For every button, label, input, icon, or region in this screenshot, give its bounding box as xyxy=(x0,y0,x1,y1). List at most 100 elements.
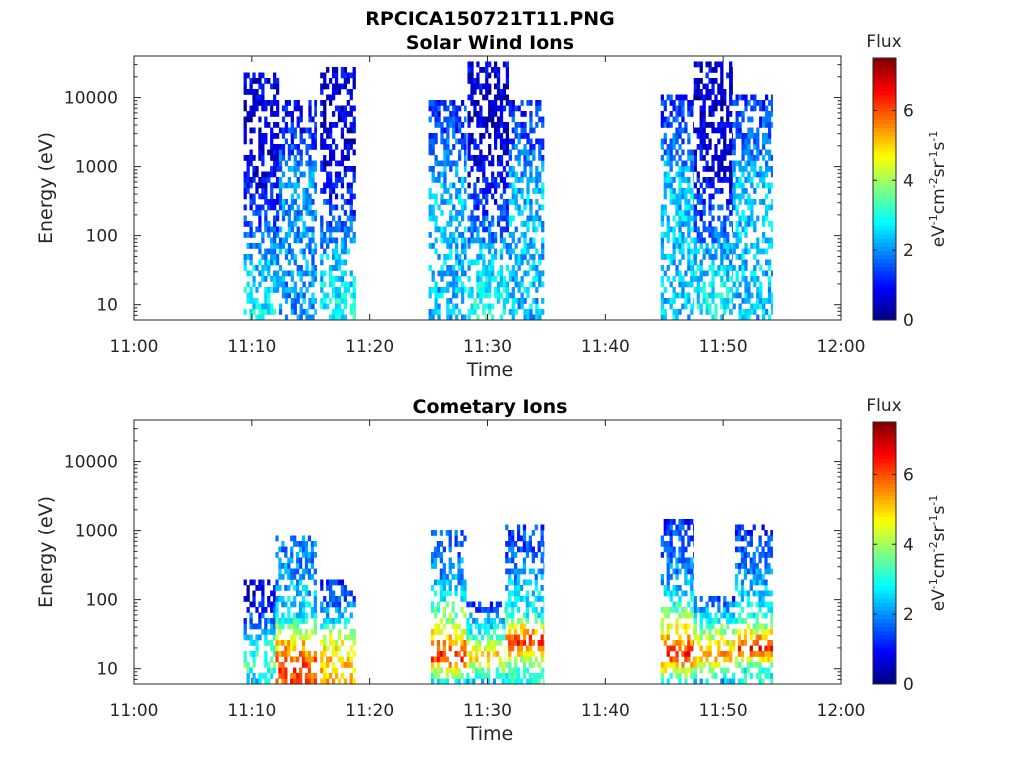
heatmap-cell xyxy=(267,667,271,674)
heatmap-cell xyxy=(684,221,688,227)
heatmap-cell xyxy=(264,78,268,84)
colorbar-step xyxy=(873,164,896,170)
heatmap-cell xyxy=(478,640,482,646)
heatmap-cell xyxy=(451,673,455,679)
heatmap-cell xyxy=(749,585,753,591)
heatmap-cell xyxy=(343,248,347,255)
heatmap-cell xyxy=(252,243,256,249)
heatmap-cell xyxy=(278,309,283,315)
heatmap-cell xyxy=(738,160,742,167)
heatmap-cell xyxy=(714,61,718,68)
heatmap-cell xyxy=(434,193,438,200)
heatmap-cell xyxy=(765,204,769,211)
heatmap-cell xyxy=(273,259,277,266)
heatmap-cell xyxy=(681,557,685,564)
heatmap-cell xyxy=(323,72,327,79)
heatmap-cell xyxy=(431,204,435,211)
heatmap-cell xyxy=(308,281,312,288)
heatmap-cell xyxy=(258,259,262,266)
heatmap-cell xyxy=(702,111,706,117)
heatmap-cell xyxy=(684,193,688,200)
heatmap-cell xyxy=(666,519,670,525)
heatmap-cell xyxy=(331,155,336,161)
heatmap-cell xyxy=(299,116,303,123)
heatmap-cell xyxy=(535,226,539,233)
heatmap-cell xyxy=(478,601,482,608)
heatmap-cell xyxy=(329,618,333,624)
heatmap-cell xyxy=(270,590,274,597)
heatmap-cell xyxy=(460,640,464,646)
heatmap-cell xyxy=(445,601,449,608)
heatmap-cell xyxy=(296,232,300,238)
heatmap-cell xyxy=(672,276,676,282)
colorbar-gradient xyxy=(873,422,896,685)
heatmap-cell xyxy=(498,640,502,646)
heatmap-cell xyxy=(538,105,542,112)
heatmap-cell xyxy=(534,656,538,663)
heatmap-cell xyxy=(473,199,477,205)
heatmap-cell xyxy=(331,309,336,315)
heatmap-cell xyxy=(436,662,441,668)
heatmap-cell xyxy=(243,265,247,271)
heatmap-cell xyxy=(442,546,446,553)
heatmap-cell xyxy=(511,314,515,321)
heatmap-cell xyxy=(270,105,274,112)
heatmap-cell xyxy=(301,596,306,602)
heatmap-cell xyxy=(299,138,303,145)
heatmap-cell xyxy=(343,243,347,249)
heatmap-cell xyxy=(343,590,347,597)
heatmap-cell xyxy=(293,678,297,685)
heatmap-cell xyxy=(523,111,527,117)
heatmap-cell xyxy=(699,210,703,216)
heatmap-cell xyxy=(467,215,471,222)
colorbar-step xyxy=(873,156,896,161)
heatmap-cell xyxy=(281,237,286,244)
heatmap-cell xyxy=(284,287,289,293)
heatmap-cell xyxy=(514,678,518,685)
heatmap-cell xyxy=(343,199,347,205)
heatmap-cell xyxy=(693,656,697,663)
heatmap-cell xyxy=(343,634,347,641)
heatmap-cell xyxy=(749,563,753,569)
heatmap-cell xyxy=(508,574,512,580)
heatmap-cell xyxy=(538,281,542,288)
heatmap-cell xyxy=(346,651,350,657)
heatmap-cell xyxy=(252,276,256,282)
heatmap-cell xyxy=(243,100,247,106)
heatmap-cell xyxy=(535,105,539,112)
colorbar-step xyxy=(873,581,896,587)
heatmap-cell xyxy=(528,541,532,547)
colorbar-step xyxy=(873,548,896,554)
heatmap-cell xyxy=(293,623,297,630)
heatmap-cell xyxy=(514,640,518,646)
heatmap-cell xyxy=(437,171,441,178)
heatmap-cell xyxy=(281,623,285,630)
heatmap-cell xyxy=(302,199,306,205)
heatmap-cell xyxy=(693,149,697,156)
heatmap-cell xyxy=(455,314,459,321)
heatmap-cell xyxy=(446,221,450,227)
heatmap-cell xyxy=(320,100,324,106)
heatmap-cell xyxy=(457,552,461,558)
heatmap-cell xyxy=(458,210,462,216)
heatmap-cell xyxy=(460,585,464,591)
heatmap-cell xyxy=(281,155,286,161)
heatmap-cell xyxy=(273,590,276,597)
heatmap-cell xyxy=(482,122,486,128)
heatmap-cell xyxy=(711,232,715,238)
heatmap-cell xyxy=(311,177,315,183)
heatmap-cell xyxy=(699,138,703,145)
heatmap-cell xyxy=(705,149,709,156)
heatmap-cell xyxy=(726,292,730,299)
heatmap-cell xyxy=(675,568,679,575)
heatmap-cell xyxy=(737,612,742,619)
heatmap-cell xyxy=(460,100,465,106)
heatmap-cell xyxy=(541,138,545,145)
heatmap-cell xyxy=(690,281,694,288)
heatmap-cell xyxy=(702,94,706,101)
heatmap-cell xyxy=(758,590,762,597)
heatmap-cell xyxy=(764,557,768,564)
heatmap-cell xyxy=(281,662,285,668)
heatmap-cell xyxy=(747,298,751,304)
heatmap-cell xyxy=(491,193,495,200)
